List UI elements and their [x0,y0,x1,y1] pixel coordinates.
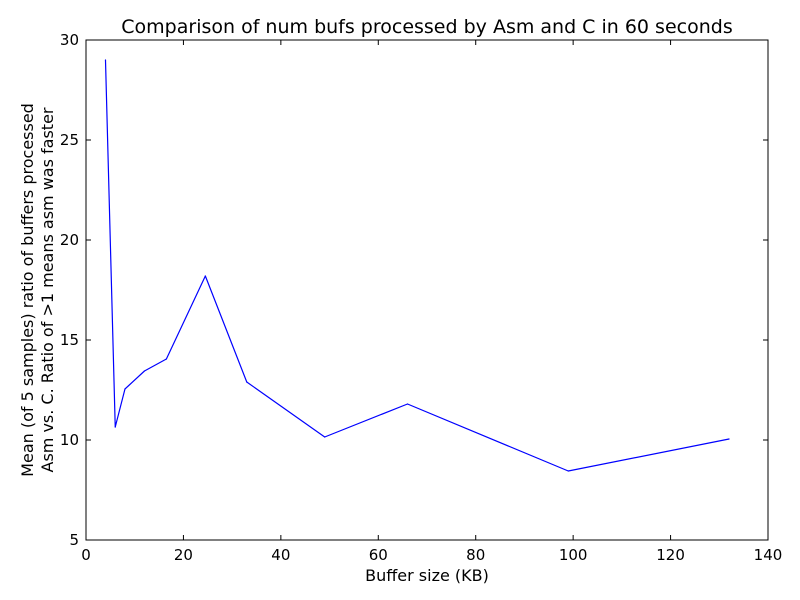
x-tick-label: 0 [81,546,91,564]
x-tick-label: 100 [559,546,588,564]
x-axis-title: Buffer size (KB) [365,566,489,585]
data-point [143,370,146,372]
x-tick-label: 120 [656,546,685,564]
data-point [124,388,126,390]
plot-frame [85,39,769,541]
x-axis: 0 20 40 60 80 100 120 140 [81,40,782,564]
data-point [324,436,326,438]
x-tick-label: 80 [466,546,485,564]
y-axis-title-line-2: Asm vs. C. Ratio of >1 means asm was fas… [38,107,57,472]
x-tick-label: 40 [271,546,290,564]
data-point [165,358,167,360]
y-tick-label: 5 [69,531,79,549]
y-axis-title-line-1: Mean (of 5 samples) ratio of buffers pro… [18,103,37,477]
data-point [104,59,107,61]
y-tick-label: 20 [60,231,79,249]
chart-title: Comparison of num bufs processed by Asm … [121,16,732,38]
plot-area [85,39,769,541]
data-point [406,403,409,405]
y-axis: 5 10 15 20 25 30 [60,31,768,549]
data-point [114,426,116,428]
data-point [204,275,206,277]
y-tick-label: 25 [60,131,79,149]
y-tick-label: 15 [60,331,79,349]
data-point [728,438,730,440]
data-point [246,381,248,383]
y-tick-label: 30 [60,31,79,49]
x-tick-label: 60 [369,546,388,564]
data-point [567,470,569,472]
x-tick-label: 140 [754,546,783,564]
y-tick-label: 10 [60,431,79,449]
x-tick-label: 20 [174,546,193,564]
